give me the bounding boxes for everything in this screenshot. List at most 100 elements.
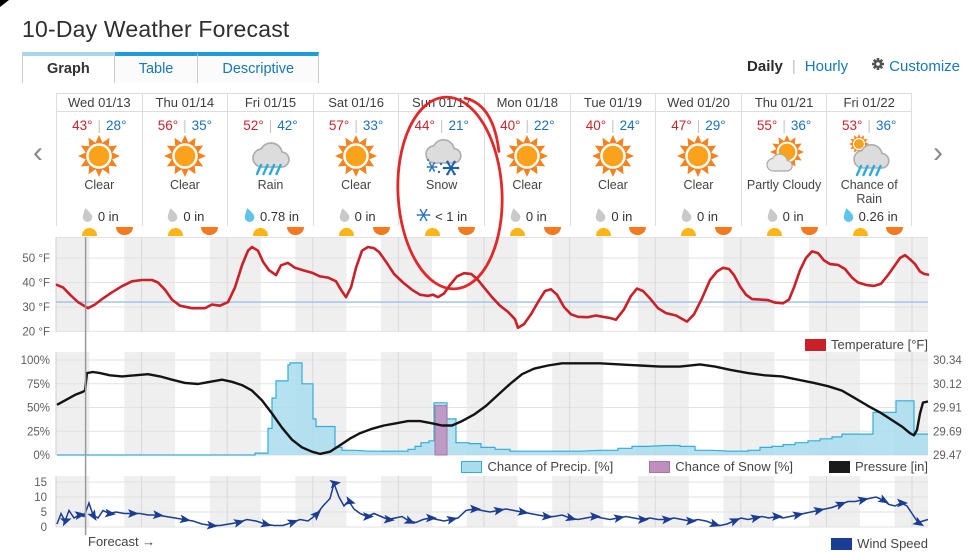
- sunset-icon: [372, 227, 390, 235]
- sunset-icon: [714, 227, 732, 235]
- high-temp: 57°: [328, 117, 350, 133]
- hourly-toggle[interactable]: Hourly: [804, 57, 849, 75]
- temperature-swatch: [805, 338, 827, 351]
- sun-icon: [314, 133, 399, 179]
- precip-amount: 0 in: [525, 209, 547, 224]
- day-condition: Clear: [683, 178, 714, 193]
- day-precip: 0.26 in: [827, 207, 911, 226]
- day-temps: 47° | 29°: [671, 117, 726, 133]
- temperature-legend: Temperature [°F]: [805, 337, 928, 352]
- gear-icon: [871, 57, 885, 75]
- low-temp: 22°: [534, 117, 555, 133]
- high-temp: 56°: [157, 117, 179, 133]
- pressure-legend-label: Pressure [in]: [855, 459, 928, 474]
- low-temp: 36°: [875, 117, 897, 133]
- svg-text:75%: 75%: [27, 379, 50, 391]
- sun-icon: [57, 133, 142, 179]
- day-date: Sat 01/16: [313, 94, 399, 112]
- day-temps: 40° | 24°: [585, 117, 641, 133]
- customize-button[interactable]: Customize: [871, 57, 960, 75]
- day-precip: 0 in: [571, 207, 656, 226]
- svg-text:0%: 0%: [33, 450, 50, 462]
- day-date: Tue 01/19: [570, 94, 656, 112]
- day-card-mon-01-18[interactable]: Mon 01/18 40° | 22° Clear 0 in: [484, 93, 570, 226]
- day-date: Wed 01/20: [656, 94, 741, 112]
- sunset-icon: [886, 227, 904, 235]
- sunrise-icon: [510, 228, 526, 236]
- svg-text:29.91: 29.91: [933, 403, 962, 415]
- drop-gray-icon: [765, 207, 779, 226]
- day-condition: Rain: [257, 178, 284, 193]
- tab-descriptive[interactable]: Descriptive: [198, 52, 320, 83]
- tab-table[interactable]: Table: [114, 52, 199, 83]
- svg-text:40 °F: 40 °F: [22, 278, 50, 290]
- precip-amount: 0 in: [782, 209, 804, 224]
- partly-cloudy-icon: [742, 133, 827, 179]
- day-card-sat-01-16[interactable]: Sat 01/16 57° | 33° Clear 0 in: [312, 93, 399, 226]
- day-date: Thu 01/21: [741, 94, 827, 112]
- precip-amount: < 1 in: [435, 209, 468, 224]
- daily-toggle[interactable]: Daily: [747, 57, 783, 75]
- svg-text:5: 5: [41, 507, 47, 519]
- day-condition: Clear: [597, 178, 628, 193]
- day-card-fri-01-15[interactable]: Fri 01/15 52° | 42° Rain 0.78 in: [227, 93, 313, 226]
- day-card-tue-01-19[interactable]: Tue 01/19 40° | 24° Clear 0 in: [569, 93, 656, 226]
- snowflake-icon: [416, 207, 431, 226]
- day-card-thu-01-21[interactable]: Thu 01/21 55° | 36° Partly Cloudy 0 in: [740, 93, 827, 226]
- svg-text:15: 15: [34, 477, 47, 489]
- sunrise-icon: [852, 228, 868, 236]
- sunrise-icon: [595, 228, 611, 236]
- sunset-icon: [800, 227, 818, 235]
- precip-amount: 0 in: [354, 209, 376, 224]
- day-date: Thu 01/14: [142, 94, 228, 112]
- day-card-thu-01-14[interactable]: Thu 01/14 56° | 35° Clear 0 in: [141, 93, 228, 226]
- day-card-fri-01-22[interactable]: Fri 01/22 53° | 36° Chance of Rain 0.26 in: [826, 93, 912, 226]
- day-precip: 0 in: [57, 207, 142, 226]
- day-precip: 0 in: [485, 207, 570, 226]
- day-card-wed-01-13[interactable]: Wed 01/13 43° | 28° Clear 0 in: [56, 93, 142, 226]
- svg-text:25%: 25%: [27, 426, 50, 438]
- toggle-separator: |: [791, 57, 796, 75]
- drop-gray-icon: [508, 207, 522, 226]
- day-precip: 0.78 in: [228, 207, 313, 226]
- wind-swatch: [831, 537, 853, 550]
- high-temp: 40°: [585, 117, 607, 133]
- low-temp: 21°: [448, 117, 469, 133]
- svg-text:29.69: 29.69: [933, 426, 962, 438]
- high-temp: 55°: [756, 117, 778, 133]
- tab-bar: Graph Table Descriptive: [22, 52, 320, 83]
- day-precip: 0 in: [742, 207, 827, 226]
- customize-label: Customize: [889, 57, 960, 75]
- svg-text:30.34: 30.34: [933, 355, 962, 367]
- day-card-wed-01-20[interactable]: Wed 01/20 47° | 29° Clear 0 in: [655, 93, 741, 226]
- wind-legend-label: Wind Speed: [857, 536, 928, 551]
- precip-amount: 0 in: [697, 209, 718, 224]
- next-days-button[interactable]: ›: [933, 136, 943, 169]
- low-temp: 33°: [362, 117, 384, 133]
- drop-gray-icon: [679, 207, 693, 226]
- tab-graph[interactable]: Graph: [22, 52, 115, 83]
- precip-amount: 0 in: [97, 209, 119, 224]
- view-controls: Daily | Hourly Customize: [747, 57, 960, 75]
- corner-artifact: [0, 0, 9, 7]
- drop-gray-icon: [337, 207, 351, 226]
- low-temp: 42°: [277, 117, 298, 133]
- day-date: Fri 01/22: [827, 94, 911, 112]
- day-date: Mon 01/18: [485, 94, 570, 112]
- day-condition: Chance of Rain: [840, 178, 898, 206]
- sun-icon: [571, 133, 656, 179]
- drop-gray-icon: [593, 207, 607, 226]
- drop-gray-icon: [165, 207, 179, 226]
- snow-swatch: [649, 460, 671, 473]
- day-temps: 53° | 36°: [842, 117, 897, 133]
- sunrise-icon: [766, 228, 782, 236]
- day-condition: Clear: [169, 178, 200, 193]
- day-condition: Partly Cloudy: [746, 178, 822, 193]
- sunrise-icon: [424, 228, 440, 236]
- day-temps: 44° | 21°: [414, 117, 469, 133]
- day-temps: 57° | 33°: [328, 117, 384, 133]
- prev-days-button[interactable]: ‹: [33, 136, 43, 169]
- day-card-sun-01-17[interactable]: Sun 01/17 44° | 21° Snow < 1 in: [398, 93, 484, 226]
- sun-icon: [656, 133, 741, 179]
